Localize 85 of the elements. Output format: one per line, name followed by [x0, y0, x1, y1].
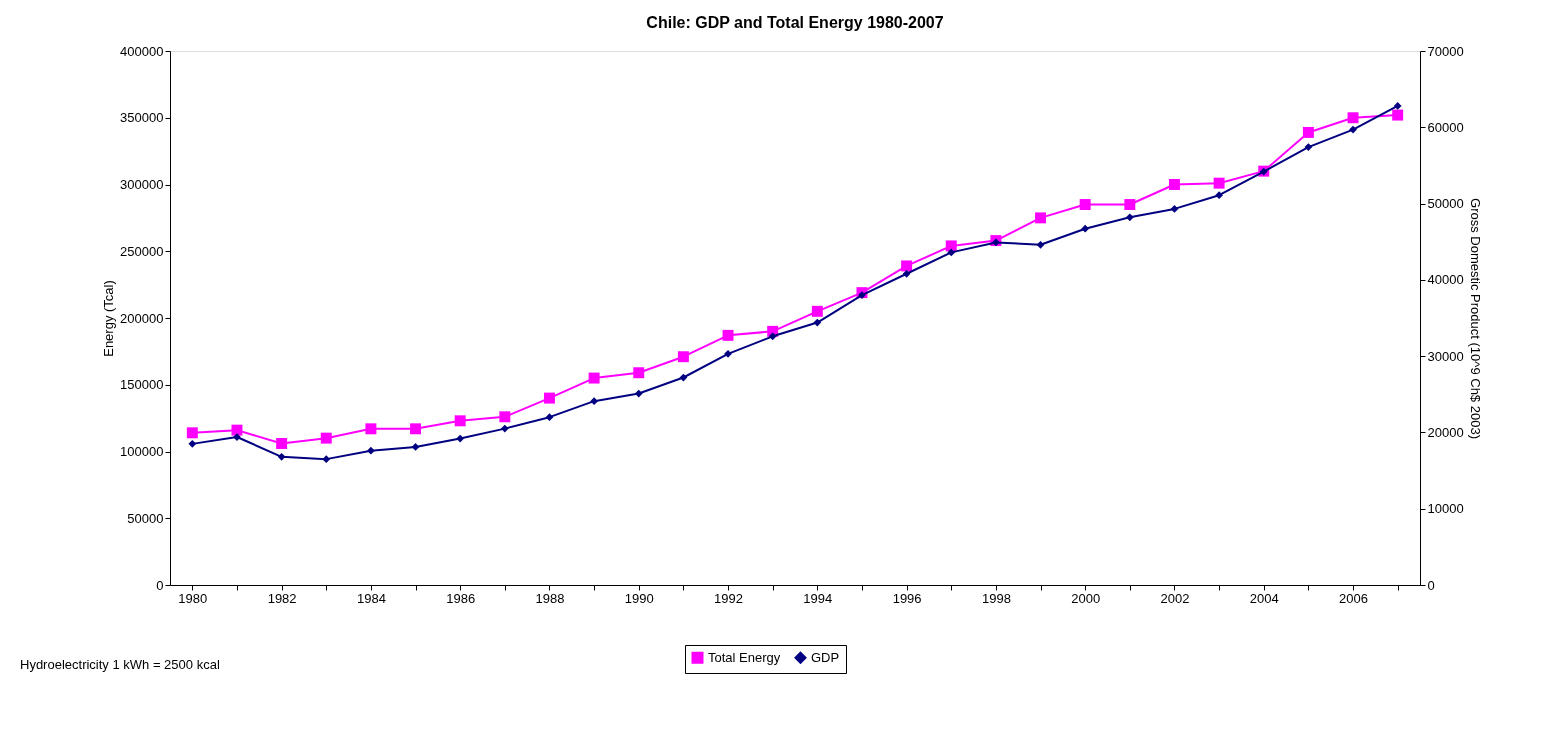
- point: [1393, 102, 1402, 110]
- point: [411, 443, 420, 451]
- point: [901, 260, 913, 272]
- point: [1036, 240, 1045, 249]
- point: [677, 351, 689, 363]
- x-tick-label: 1998: [981, 590, 1011, 606]
- x-tick-label: 1996: [892, 590, 922, 606]
- point: [1079, 199, 1091, 210]
- x-tick-label: 1994: [803, 590, 833, 606]
- point: [186, 427, 198, 439]
- point: [188, 440, 197, 448]
- y-tick-label: 100000: [120, 444, 164, 459]
- y-tick-label: 400000: [120, 43, 164, 59]
- point: [1347, 112, 1359, 124]
- point: [590, 397, 598, 406]
- y-tick-label: 0: [156, 577, 164, 593]
- y-tick-label: 150000: [120, 377, 164, 393]
- point: [588, 372, 600, 384]
- point: [945, 240, 957, 252]
- point: [1125, 213, 1134, 222]
- point: [322, 455, 331, 463]
- point: [320, 432, 332, 444]
- point: [1124, 199, 1136, 210]
- point: [1213, 177, 1225, 189]
- point: [543, 392, 555, 404]
- x-tick-label: 1988: [535, 590, 565, 606]
- x-tick-label: 1986: [446, 590, 476, 606]
- y2-tick-label: 0: [1427, 577, 1435, 593]
- point: [410, 423, 422, 435]
- y2-tick-label: 60000: [1427, 119, 1464, 135]
- point: [768, 332, 777, 341]
- y-tick-label: 250000: [120, 243, 164, 259]
- y2-tick-label: 50000: [1427, 196, 1464, 212]
- point: [1215, 191, 1223, 200]
- point: [858, 291, 866, 299]
- legend-label: Total Energy: [708, 649, 781, 665]
- x-tick-label: 1982: [267, 590, 297, 606]
- point: [367, 446, 375, 455]
- point: [454, 415, 466, 427]
- point: [231, 424, 243, 436]
- point: [456, 434, 465, 443]
- y2-axis-title: Gross Domestic Product (10^9 Ch$ 2003): [1467, 198, 1483, 439]
- x-tick-label: 1980: [178, 590, 208, 606]
- y2-tick-label: 20000: [1427, 424, 1464, 440]
- x-tick-label: 1984: [356, 590, 386, 606]
- point: [1035, 212, 1047, 224]
- point: [1304, 143, 1313, 151]
- point: [811, 305, 823, 317]
- point: [1168, 179, 1180, 190]
- chart-title: Chile: GDP and Total Energy 1980-2007: [646, 14, 944, 31]
- point: [633, 367, 645, 379]
- point: [1349, 125, 1357, 134]
- x-tick-label: 1992: [714, 590, 743, 606]
- y-tick-label: 50000: [127, 510, 164, 526]
- y-axis-title: Energy (Tcal): [101, 280, 117, 357]
- y-tick-label: 200000: [120, 310, 164, 326]
- point: [902, 269, 911, 278]
- y2-tick-label: 40000: [1427, 272, 1464, 288]
- point: [1392, 109, 1404, 121]
- point: [947, 248, 956, 257]
- x-tick-label: 2004: [1249, 590, 1279, 606]
- point: [545, 413, 554, 422]
- point: [500, 424, 509, 433]
- point: [277, 452, 286, 461]
- point: [276, 438, 288, 449]
- x-tick-label: 2002: [1160, 590, 1190, 606]
- point: [634, 389, 643, 398]
- point: [1170, 205, 1179, 213]
- y2-tick-label: 70000: [1427, 43, 1464, 59]
- y-tick-label: 300000: [120, 177, 164, 192]
- point: [724, 349, 732, 358]
- point: [813, 318, 822, 327]
- legend-label: GDP: [811, 649, 840, 665]
- y2-tick-label: 10000: [1427, 501, 1464, 517]
- text: Hydroelectricity 1 kWh = 2500 kcal: [20, 657, 220, 672]
- y-tick-label: 350000: [120, 110, 164, 126]
- point: [722, 329, 734, 341]
- point: [499, 411, 511, 423]
- x-tick-label: 2000: [1071, 590, 1101, 606]
- x-tick-label: 2006: [1339, 590, 1368, 606]
- point: [1302, 126, 1314, 138]
- y2-tick-label: 30000: [1427, 348, 1464, 364]
- point: [365, 423, 377, 435]
- x-tick-label: 1990: [624, 590, 654, 606]
- point: [1081, 224, 1090, 233]
